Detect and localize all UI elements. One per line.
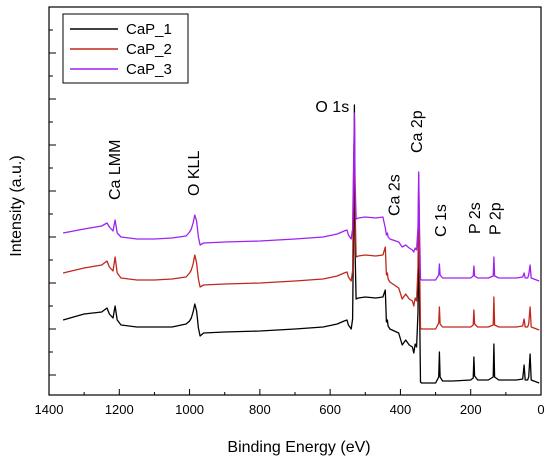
annotation-o-kll: O KLL — [186, 151, 203, 196]
y-axis-ticks — [49, 29, 56, 376]
series-line-cap-3 — [62, 112, 540, 282]
annotation-p-2p: P 2p — [488, 202, 505, 235]
legend: CaP_1 CaP_2 CaP_3 — [62, 13, 189, 84]
y-axis-title: Intensity (a.u.) — [8, 155, 25, 256]
series-line-cap-1 — [62, 104, 540, 384]
peak-annotations: Ca LMM O KLL O 1s Ca 2s Ca 2p C 1s P 2s P 2p — [107, 99, 505, 237]
x-tick-label: 1400 — [35, 402, 64, 417]
x-tick-label: 1200 — [105, 402, 134, 417]
x-tick-label: 400 — [390, 402, 412, 417]
x-axis-ticks: 1400 1200 1000 800 600 400 200 0 — [35, 389, 545, 417]
legend-label-cap-3: CaP_3 — [126, 61, 172, 78]
annotation-ca-2s: Ca 2s — [386, 174, 403, 216]
annotation-ca-lmm: Ca LMM — [107, 140, 124, 200]
annotation-c-1s: C 1s — [433, 204, 450, 237]
annotation-o-1s: O 1s — [315, 99, 349, 116]
legend-label-cap-2: CaP_2 — [126, 41, 172, 58]
series-line-cap-2 — [62, 118, 540, 331]
annotation-p-2s: P 2s — [467, 202, 484, 234]
x-axis-title: Binding Energy (eV) — [227, 439, 370, 456]
x-tick-label: 200 — [460, 402, 482, 417]
x-tick-label: 1000 — [175, 402, 204, 417]
x-tick-label: 0 — [537, 402, 544, 417]
x-tick-label: 600 — [319, 402, 341, 417]
legend-label-cap-1: CaP_1 — [126, 21, 172, 38]
series-layer — [62, 104, 540, 384]
annotation-ca-2p: Ca 2p — [409, 110, 426, 153]
x-tick-label: 800 — [249, 402, 271, 417]
